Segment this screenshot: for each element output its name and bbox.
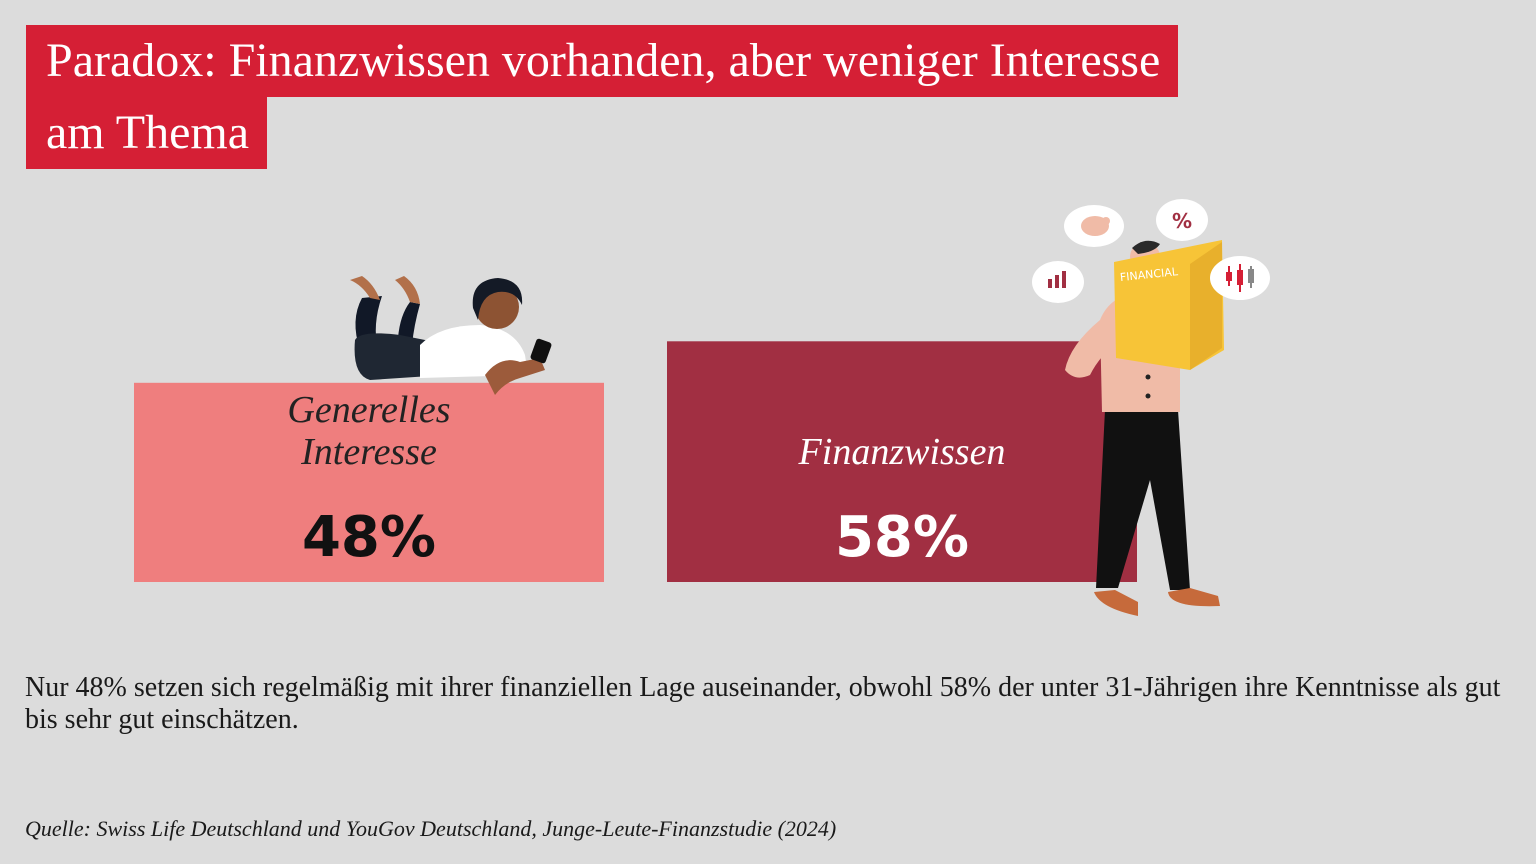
bar-2-label-line-1: Finanzwissen	[798, 431, 1006, 473]
bar-1-value: 48%	[302, 505, 436, 570]
man-reading-illustration: FINANCIAL %	[1032, 199, 1270, 616]
bar-1-label-line-1: Generelles	[287, 389, 450, 431]
bar-1-label-line-2: Interesse	[300, 431, 437, 473]
source-note: Quelle: Swiss Life Deutschland und YouGo…	[25, 816, 837, 841]
percent-bubble: %	[1156, 199, 1208, 241]
bar-2-value: 58%	[835, 505, 969, 570]
title-line-1: Paradox: Finanzwissen vorhanden, aber we…	[26, 25, 1179, 97]
title-line-2: am Thema	[26, 97, 268, 169]
bar-2	[667, 341, 1137, 582]
percent-sign: %	[1172, 209, 1192, 233]
bar-1	[134, 382, 604, 582]
piggy-bank-bubble	[1064, 205, 1124, 247]
book-title: FINANCIAL	[1119, 265, 1179, 284]
bar-chart-bubble	[1032, 261, 1084, 303]
candlestick-bubble	[1210, 256, 1270, 300]
caption-text: Nur 48% setzen sich regelmäßig mit ihrer…	[25, 672, 1501, 735]
woman-lying-illustration	[350, 276, 552, 395]
